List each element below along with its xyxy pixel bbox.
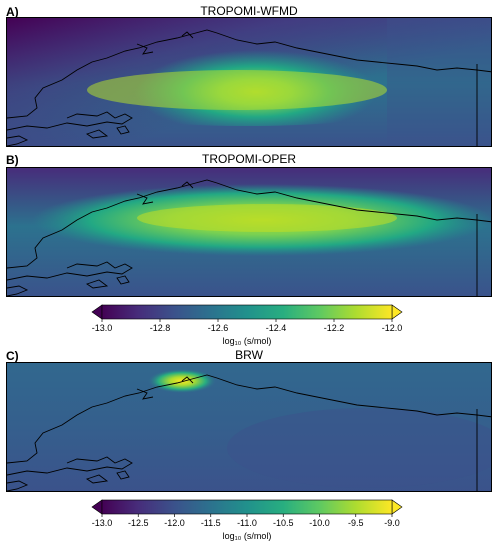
colorbar-1: -13.0 -12.8 -12.6 -12.4 -12.2 -12.0 log₁₀ (s/m… (91, 303, 403, 347)
colorbar-2-svg: -13.0 -12.5 -12.0 -11.5 -11.0 -10.5 -10.0 -9.5 -… (91, 499, 403, 541)
colorbar-label: log₁₀ (s/mol) (223, 531, 272, 541)
colorbar-tick-label: -12.8 (150, 323, 171, 333)
colorbar-tick-label: -9.5 (348, 518, 364, 528)
colorbar-tick-label: -12.6 (208, 323, 229, 333)
colorbar-tick-label: -11.5 (201, 518, 221, 528)
panel-b-map (6, 167, 492, 297)
colorbar-extend-min (91, 304, 103, 320)
colorbar-2: -13.0 -12.5 -12.0 -11.5 -11.0 -10.5 -10.0 -9.5 -… (91, 498, 403, 542)
colorbar-tick-label: -12.0 (164, 518, 185, 528)
colorbar-tick-label: -9.0 (384, 518, 400, 528)
panel-a-svg (7, 18, 491, 146)
panel-b-coastline (7, 179, 491, 296)
colorbar-gradient (101, 304, 393, 320)
colorbar-tick-label: -12.5 (128, 518, 149, 528)
colorbar-1-svg: -13.0 -12.8 -12.6 -12.4 -12.2 -12.0 log₁₀ (s/m… (91, 304, 403, 346)
colorbar-tick-label: -12.2 (324, 323, 345, 333)
panel-c-svg (7, 363, 491, 491)
panel-a-map (6, 17, 492, 147)
colorbar-tick-label: -10.5 (273, 518, 294, 528)
colorbar-tick-label: -13.0 (92, 323, 113, 333)
panel-a-coastline (7, 29, 491, 146)
colorbar-extend-max (391, 499, 403, 515)
panel-c-letter: C) (6, 349, 19, 363)
colorbar-tick-label: -13.0 (92, 518, 113, 528)
panel-c-title: BRW (235, 348, 263, 362)
panel-c-coastline (7, 374, 491, 491)
colorbar-extend-min (91, 499, 103, 515)
panel-a-letter: A) (6, 5, 19, 19)
panel-b-letter: B) (6, 153, 19, 167)
panel-c-map (6, 362, 492, 492)
colorbar-label: log₁₀ (s/mol) (223, 336, 272, 346)
colorbar-tick-label: -12.0 (382, 323, 403, 333)
panel-b-title: TROPOMI-OPER (201, 152, 296, 166)
colorbar-extend-max (391, 304, 403, 320)
colorbar-tick-label: -11.0 (237, 518, 257, 528)
colorbar-tick-label: -10.0 (309, 518, 330, 528)
colorbar-tick-label: -12.4 (266, 323, 287, 333)
panel-b-svg (7, 168, 491, 296)
colorbar-gradient (101, 499, 393, 515)
panel-a-title: TROPOMI-WFMD (200, 4, 298, 18)
